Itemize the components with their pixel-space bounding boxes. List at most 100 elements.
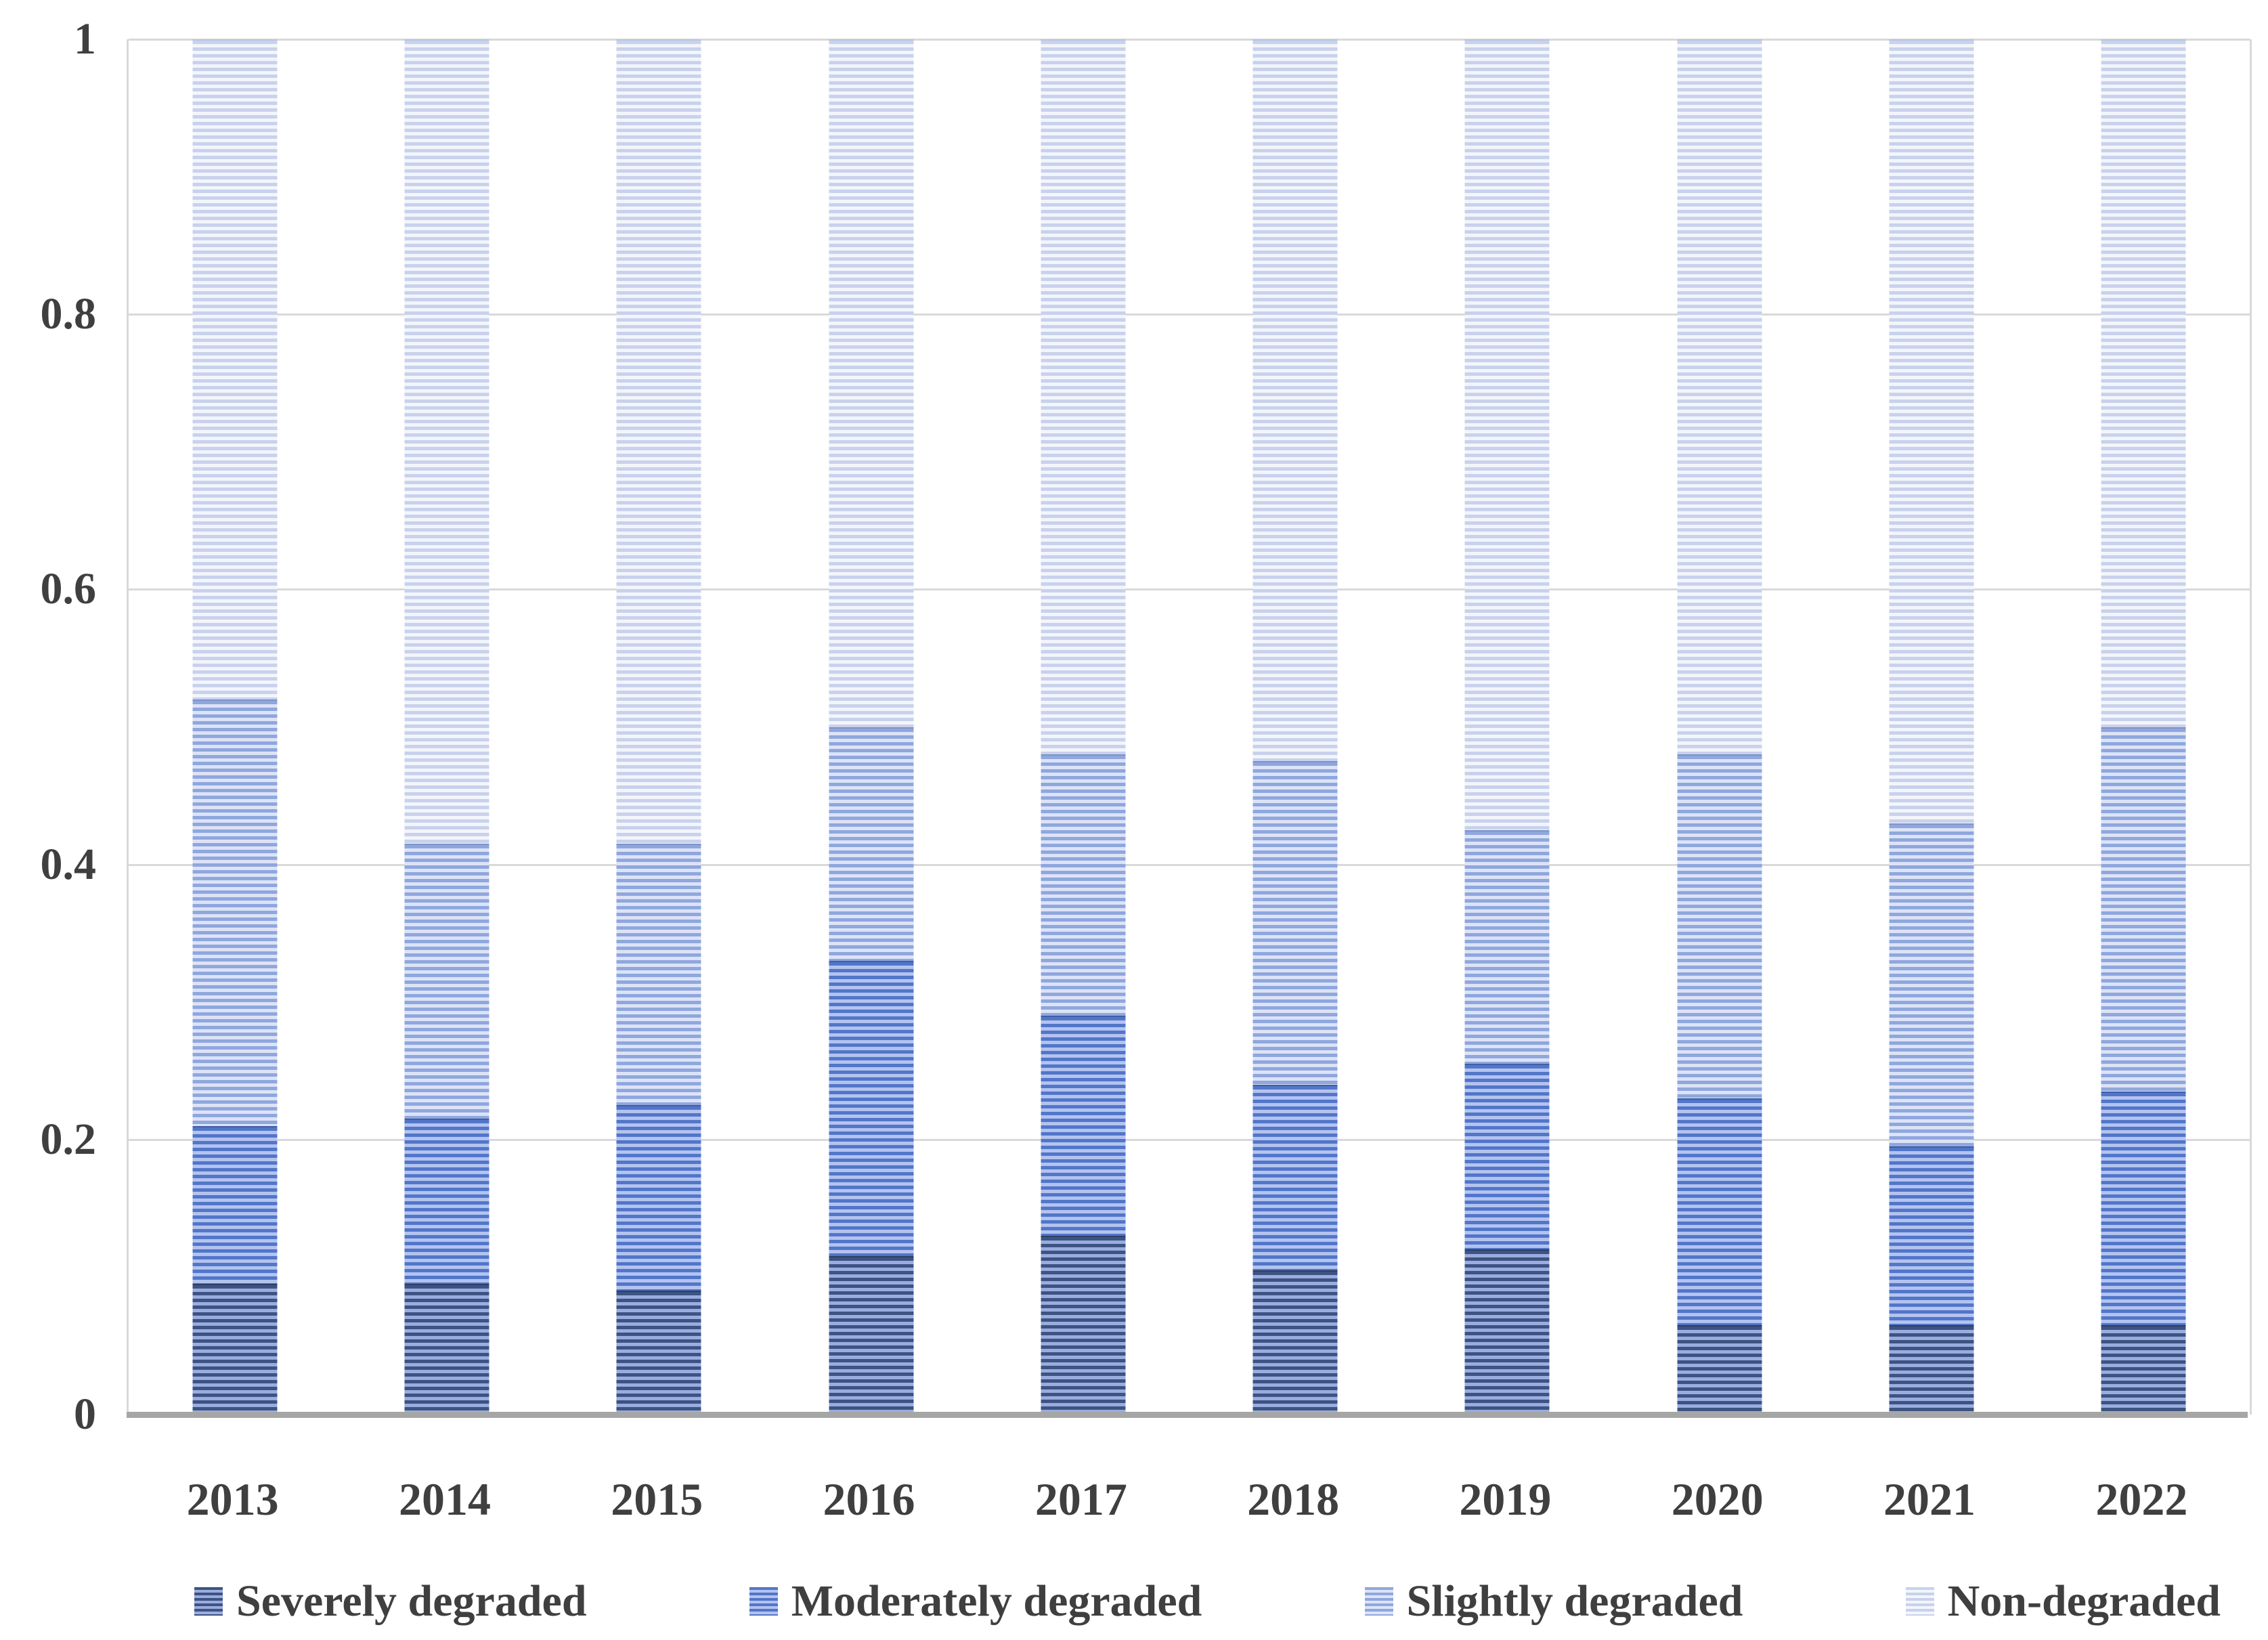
x-tick-label-2020: 2020	[1671, 1473, 1764, 1525]
bar-segment-non-degraded	[1677, 39, 1762, 755]
stacked-bar-2013	[192, 39, 278, 1415]
bar-slot-2018	[1189, 39, 1401, 1415]
bar-segment-moderately-degraded	[1889, 1146, 1974, 1325]
x-tick-label-2016: 2016	[823, 1473, 915, 1525]
legend-item-slightly-degraded: Slightly degraded	[1364, 1576, 1743, 1627]
bar-segment-severely-degraded	[616, 1291, 701, 1415]
x-tick-label-2015: 2015	[611, 1473, 703, 1525]
bar-segment-slightly-degraded	[1252, 761, 1338, 1085]
bars-container	[129, 39, 2250, 1415]
bar-segment-moderately-degraded	[2101, 1091, 2186, 1325]
bar-slot-2019	[1401, 39, 1613, 1415]
bar-segment-severely-degraded	[1252, 1270, 1338, 1415]
gridline-y-0.2	[129, 1138, 2250, 1141]
stacked-bar-2018	[1252, 39, 1338, 1415]
x-tick-label-2021: 2021	[1883, 1473, 1976, 1525]
gridline-y-0.8	[129, 314, 2250, 316]
x-tick-label-2022: 2022	[2095, 1473, 2188, 1525]
legend-label: Severely degraded	[236, 1576, 587, 1626]
bar-segment-moderately-degraded	[829, 960, 914, 1257]
bar-segment-slightly-degraded	[404, 844, 489, 1119]
legend-item-moderately-degraded: Moderately degraded	[749, 1576, 1202, 1627]
bar-segment-severely-degraded	[2101, 1325, 2186, 1415]
y-tick-label: 0.4	[40, 839, 97, 889]
chart-legend: Severely degraded Moderately degraded Slig…	[127, 1564, 2248, 1639]
x-axis-line	[127, 1412, 2248, 1418]
stacked-bar-2016	[829, 39, 914, 1415]
legend-marker-icon	[1364, 1587, 1393, 1616]
legend-label: Moderately degraded	[791, 1576, 1202, 1626]
bar-segment-non-degraded	[404, 39, 489, 844]
legend-marker-icon	[194, 1587, 223, 1616]
bar-segment-slightly-degraded	[1677, 754, 1762, 1098]
bar-segment-moderately-degraded	[404, 1119, 489, 1285]
stacked-bar-2022	[2101, 39, 2186, 1415]
legend-label: Non-degraded	[1947, 1576, 2221, 1626]
x-tick-label-2014: 2014	[398, 1473, 491, 1525]
x-tick-label-2019: 2019	[1459, 1473, 1552, 1525]
bar-slot-2021	[1825, 39, 2037, 1415]
legend-item-severely-degraded: Severely degraded	[194, 1576, 587, 1627]
gridline-y-1	[129, 39, 2250, 41]
bar-segment-non-degraded	[1252, 39, 1338, 762]
bar-segment-moderately-degraded	[1677, 1098, 1762, 1325]
bar-segment-severely-degraded	[1464, 1249, 1550, 1415]
stacked-bar-2014	[404, 39, 489, 1415]
bar-slot-2020	[1613, 39, 1825, 1415]
bar-segment-severely-degraded	[1677, 1325, 1762, 1415]
x-tick-label-2018: 2018	[1247, 1473, 1340, 1525]
legend-label: Slightly degraded	[1406, 1576, 1743, 1626]
x-tick-label-2017: 2017	[1034, 1473, 1127, 1525]
stacked-bar-2019	[1464, 39, 1550, 1415]
bar-segment-slightly-degraded	[2101, 727, 2186, 1092]
bar-segment-non-degraded	[616, 39, 701, 844]
y-tick-label: 0.8	[40, 289, 97, 339]
bar-segment-moderately-degraded	[192, 1125, 278, 1285]
bar-slot-2017	[977, 39, 1189, 1415]
y-tick-label: 0	[74, 1389, 96, 1439]
bar-segment-severely-degraded	[829, 1256, 914, 1415]
legend-marker-icon	[749, 1587, 778, 1616]
bar-segment-slightly-degraded	[616, 844, 701, 1106]
bar-segment-severely-degraded	[1041, 1235, 1126, 1415]
stacked-bar-2015	[616, 39, 701, 1415]
y-axis-tick-labels: 1 0.8 0.6 0.4 0.2 0	[0, 0, 102, 1640]
legend-item-non-degraded: Non-degraded	[1905, 1576, 2221, 1627]
bar-segment-slightly-degraded	[829, 727, 914, 961]
stacked-bar-2021	[1889, 39, 1974, 1415]
plot-area	[127, 39, 2252, 1415]
stacked-bar-2020	[1677, 39, 1762, 1415]
y-tick-label: 0.6	[40, 564, 97, 614]
bar-segment-severely-degraded	[1889, 1325, 1974, 1415]
bar-segment-non-degraded	[1464, 39, 1550, 830]
x-tick-label-2013: 2013	[186, 1473, 279, 1525]
bar-segment-moderately-degraded	[1464, 1064, 1550, 1250]
bar-segment-moderately-degraded	[616, 1105, 701, 1291]
bar-segment-severely-degraded	[192, 1284, 278, 1415]
gridline-y-0.6	[129, 588, 2250, 591]
stacked-bar-2017	[1041, 39, 1126, 1415]
bar-segment-non-degraded	[829, 39, 914, 727]
bar-segment-severely-degraded	[404, 1284, 489, 1415]
bar-segment-slightly-degraded	[1041, 754, 1126, 1016]
bar-segment-moderately-degraded	[1041, 1016, 1126, 1236]
x-axis-tick-labels: 2013 2014 2015 2016 2017 2018 2019 2020 2021 2022	[127, 1473, 2248, 1526]
bar-slot-2014	[341, 39, 552, 1415]
bar-segment-slightly-degraded	[192, 699, 278, 1126]
bar-segment-slightly-degraded	[1464, 829, 1550, 1064]
y-tick-label: 0.2	[40, 1114, 97, 1164]
bar-slot-2016	[765, 39, 977, 1415]
bar-slot-2022	[2038, 39, 2250, 1415]
bar-segment-slightly-degraded	[1889, 823, 1974, 1146]
bar-segment-non-degraded	[192, 39, 278, 699]
bar-segment-non-degraded	[1041, 39, 1126, 755]
y-tick-label: 1	[74, 14, 96, 64]
bar-segment-non-degraded	[2101, 39, 2186, 727]
bar-segment-moderately-degraded	[1252, 1084, 1338, 1270]
bar-segment-non-degraded	[1889, 39, 1974, 823]
bar-slot-2015	[553, 39, 765, 1415]
legend-marker-icon	[1905, 1587, 1934, 1616]
bar-slot-2013	[129, 39, 341, 1415]
gridline-y-0.4	[129, 863, 2250, 866]
